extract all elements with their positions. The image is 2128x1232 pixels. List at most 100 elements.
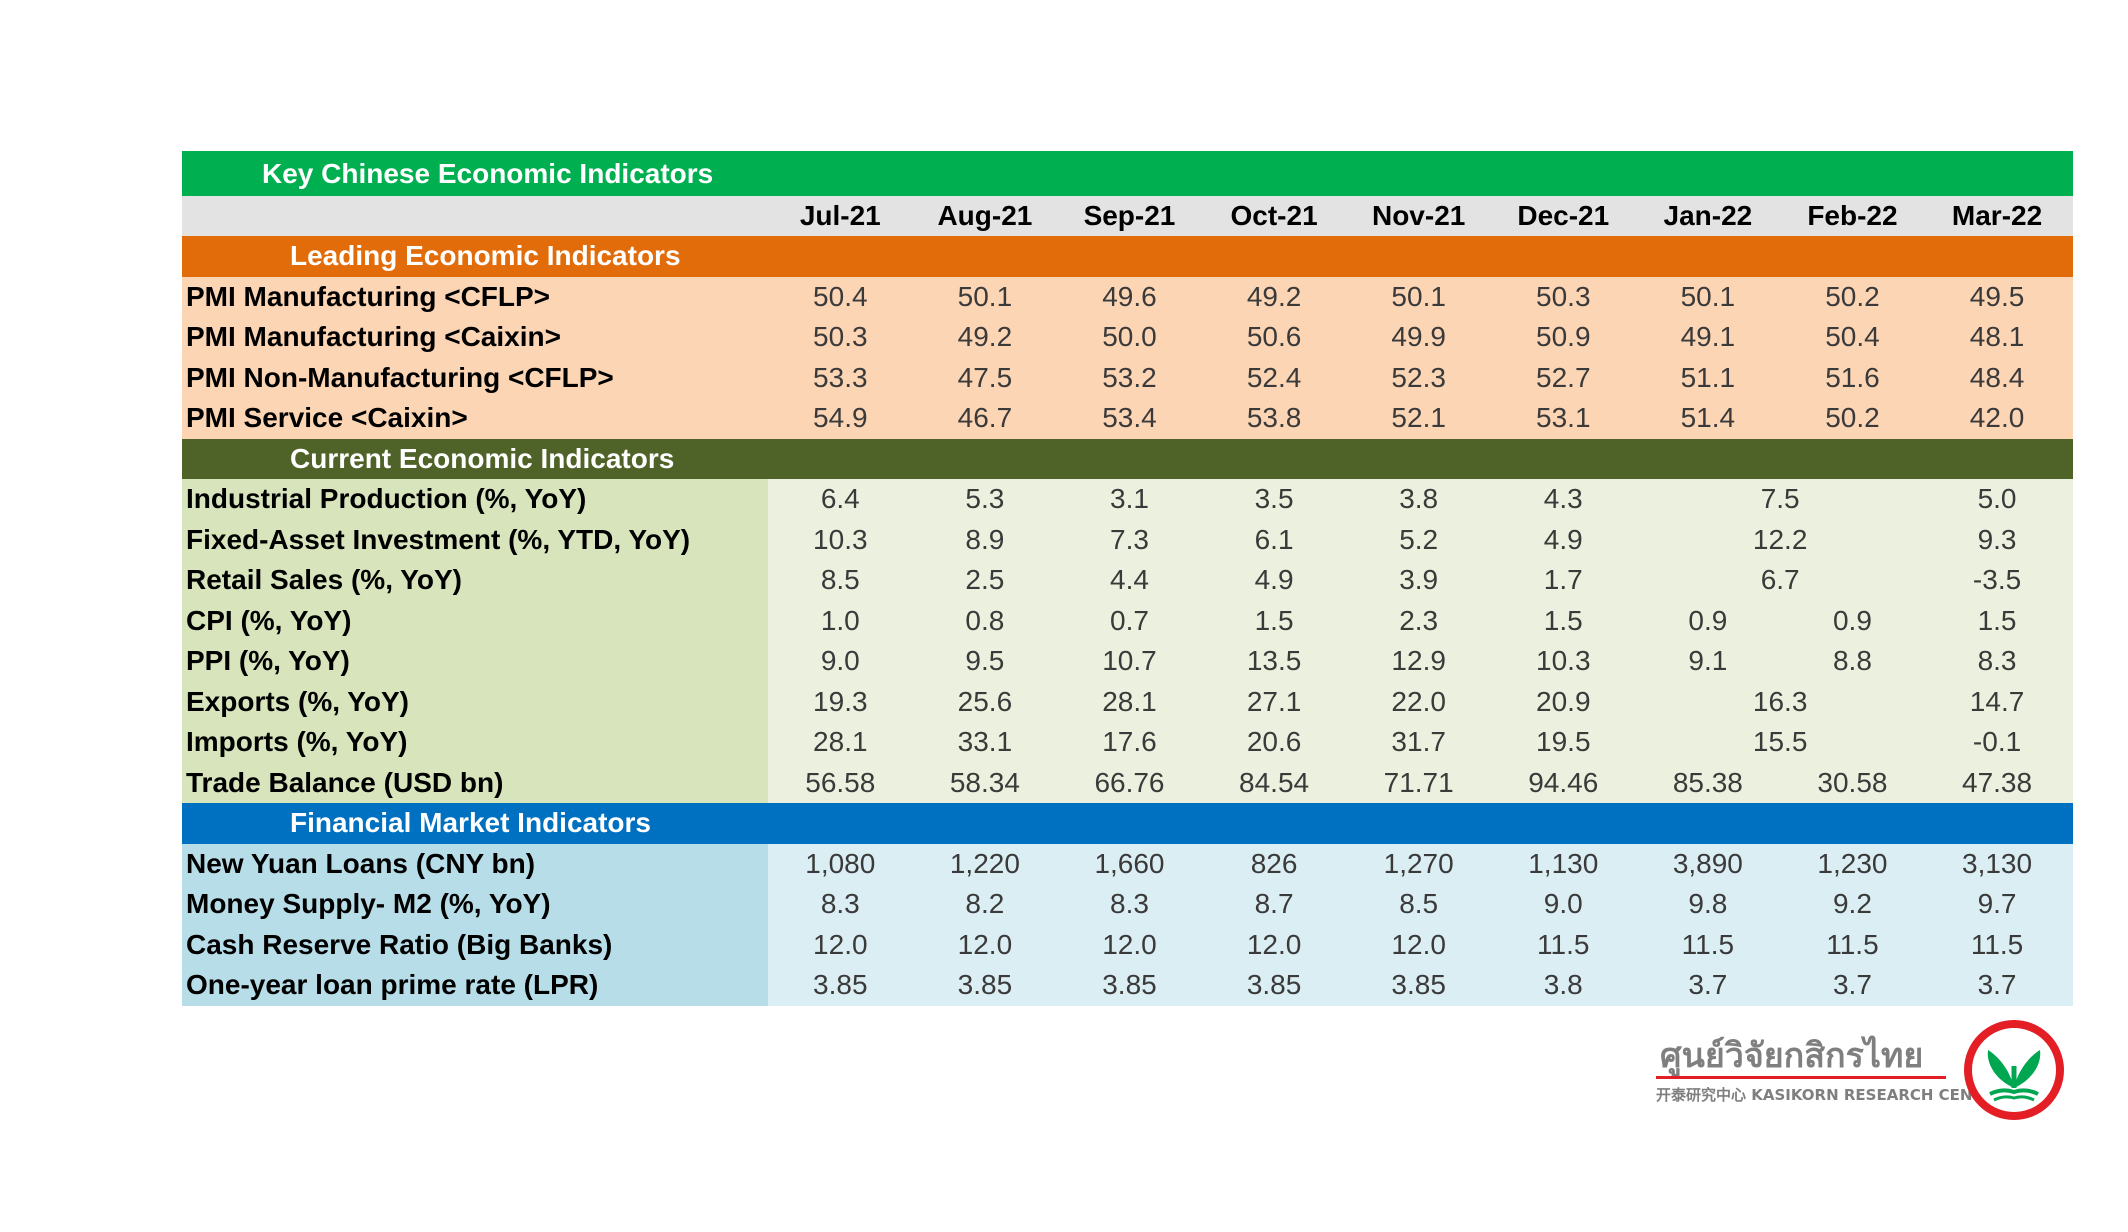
section-title: Financial Market Indicators bbox=[290, 807, 651, 839]
merged-cell: 7.5 bbox=[1760, 483, 1800, 515]
table-cell: 3.7 bbox=[1977, 969, 2017, 1001]
table-cell: 17.6 bbox=[1102, 726, 1157, 758]
table-cell: 9.0 bbox=[1543, 888, 1583, 920]
table-cell: 52.3 bbox=[1391, 361, 1446, 393]
table-row: Money Supply- M2 (%, YoY) 8.3 8.2 8.3 8.… bbox=[182, 884, 2073, 925]
table-cell: 1.5 bbox=[1543, 604, 1583, 636]
table-cell: 49.6 bbox=[1102, 280, 1157, 312]
table-cell: 46.7 bbox=[957, 402, 1013, 434]
month-header: Feb-22 bbox=[1807, 200, 1898, 231]
table-cell: 3.85 bbox=[1391, 969, 1446, 1001]
table-cell: 11.5 bbox=[1970, 928, 2024, 960]
table-cell: 50.3 bbox=[813, 321, 868, 353]
table-row: New Yuan Loans (CNY bn) 1,080 1,220 1,66… bbox=[182, 843, 2073, 884]
table-cell: 3.8 bbox=[1399, 483, 1439, 515]
table-cell: 1,660 bbox=[1094, 847, 1165, 879]
row-label: Industrial Production (%, YoY) bbox=[182, 479, 768, 520]
row-label: Fixed-Asset Investment (%, YTD, YoY) bbox=[182, 519, 768, 560]
table-row: Imports (%, YoY) 28.1 33.1 17.6 20.6 31.… bbox=[182, 722, 2073, 763]
table-row: PMI Manufacturing <Caixin> 50.3 49.2 50.… bbox=[182, 317, 2073, 358]
table-cell: 50.6 bbox=[1246, 321, 1302, 353]
table-cell: 50.4 bbox=[813, 280, 868, 312]
table-cell: 50.1 bbox=[1391, 280, 1446, 312]
table-cell: 3.85 bbox=[1102, 969, 1157, 1001]
table-cell: 10.3 bbox=[1536, 645, 1591, 677]
table-cell: 9.1 bbox=[1688, 645, 1728, 677]
row-label: CPI (%, YoY) bbox=[182, 600, 768, 641]
table-cell: 3.8 bbox=[1543, 969, 1583, 1001]
table-cell: 9.7 bbox=[1977, 888, 2017, 920]
table-cell: 14.7 bbox=[1969, 685, 2025, 717]
table-cell: 9.5 bbox=[965, 645, 1005, 677]
table-cell: 50.1 bbox=[1680, 280, 1736, 312]
table-cell: 12.0 bbox=[813, 928, 868, 960]
section-header-current: Current Economic Indicators bbox=[182, 438, 2073, 479]
table-cell: 8.8 bbox=[1832, 645, 1872, 677]
table-cell: 51.1 bbox=[1680, 361, 1736, 393]
table-cell: -0.1 bbox=[1972, 726, 2022, 758]
logo-underline bbox=[1656, 1076, 1946, 1079]
table-cell: 50.3 bbox=[1536, 280, 1591, 312]
table-row: Retail Sales (%, YoY) 8.5 2.5 4.4 4.9 3.… bbox=[182, 560, 2073, 601]
table-cell: 50.4 bbox=[1825, 321, 1880, 353]
table-cell: 0.8 bbox=[965, 604, 1005, 636]
table-cell: 10.3 bbox=[813, 523, 868, 555]
merged-cell: 6.7 bbox=[1760, 564, 1800, 596]
row-label: Imports (%, YoY) bbox=[182, 722, 768, 763]
month-header: Dec-21 bbox=[1517, 200, 1610, 231]
table-cell: 22.0 bbox=[1391, 685, 1446, 717]
table-cell: 49.2 bbox=[957, 321, 1013, 353]
table-cell: 5.0 bbox=[1977, 483, 2017, 515]
table-cell: -3.5 bbox=[1972, 564, 2022, 596]
table-cell: 49.2 bbox=[1246, 280, 1302, 312]
table-cell: 25.6 bbox=[957, 685, 1013, 717]
indicator-table: Key Chinese Economic Indicators Jul-21 A… bbox=[182, 151, 2073, 1006]
table-cell: 8.5 bbox=[1399, 888, 1439, 920]
table-cell: 85.38 bbox=[1672, 766, 1743, 798]
table-cell: 1.7 bbox=[1543, 564, 1583, 596]
table-cell: 50.2 bbox=[1825, 402, 1880, 434]
table-cell: 53.1 bbox=[1536, 402, 1591, 434]
table-cell: 8.7 bbox=[1254, 888, 1294, 920]
row-label: Cash Reserve Ratio (Big Banks) bbox=[182, 924, 768, 965]
merged-cell: 15.5 bbox=[1752, 726, 1808, 758]
table-row: Fixed-Asset Investment (%, YTD, YoY) 10.… bbox=[182, 519, 2073, 560]
table-cell: 5.2 bbox=[1399, 523, 1439, 555]
table-cell: 9.0 bbox=[820, 645, 860, 677]
table-cell: 1,080 bbox=[805, 847, 876, 879]
table-cell: 20.6 bbox=[1246, 726, 1302, 758]
table-row: Industrial Production (%, YoY) 6.4 5.3 3… bbox=[182, 479, 2073, 520]
section-header-financial: Financial Market Indicators bbox=[182, 803, 2073, 844]
table-cell: 3.7 bbox=[1832, 969, 1872, 1001]
merged-cell: 16.3 bbox=[1752, 685, 1808, 717]
row-label: One-year loan prime rate (LPR) bbox=[182, 965, 768, 1006]
table-row: One-year loan prime rate (LPR) 3.85 3.85… bbox=[182, 965, 2073, 1006]
table-cell: 28.1 bbox=[1102, 685, 1157, 717]
table-cell: 8.3 bbox=[1110, 888, 1149, 920]
table-cell: 8.3 bbox=[1977, 645, 2017, 677]
table-cell: 3,130 bbox=[1962, 847, 2033, 879]
table-cell: 33.1 bbox=[957, 726, 1013, 758]
table-cell: 2.3 bbox=[1399, 604, 1439, 636]
row-label: Exports (%, YoY) bbox=[182, 681, 768, 722]
table-cell: 50.2 bbox=[1825, 280, 1880, 312]
table-cell: 52.4 bbox=[1246, 361, 1302, 393]
month-header: Aug-21 bbox=[937, 200, 1033, 231]
table-cell: 50.1 bbox=[957, 280, 1013, 312]
table-cell: 54.9 bbox=[813, 402, 868, 434]
kasikorn-research-logo: ศูนย์วิจัยกสิกรไทย 开泰研究中心 KASIKORN RESEA… bbox=[1640, 1010, 2070, 1130]
table-cell: 49.9 bbox=[1391, 321, 1446, 353]
table-cell: 48.4 bbox=[1969, 361, 2025, 393]
table-cell: 12.9 bbox=[1391, 645, 1446, 677]
month-header: Sep-21 bbox=[1083, 200, 1176, 231]
table-cell: 52.1 bbox=[1391, 402, 1446, 434]
table-cell: 4.9 bbox=[1254, 564, 1294, 596]
table-cell: 3.85 bbox=[957, 969, 1013, 1001]
table-cell: 1.5 bbox=[1254, 604, 1294, 636]
table-cell: 2.5 bbox=[965, 564, 1005, 596]
table-row: PMI Non-Manufacturing <CFLP> 53.3 47.5 5… bbox=[182, 357, 2073, 398]
table-cell: 6.1 bbox=[1254, 523, 1294, 555]
table-row: PMI Manufacturing <CFLP> 50.4 50.1 49.6 … bbox=[182, 276, 2073, 317]
section-title: Current Economic Indicators bbox=[290, 442, 675, 474]
table-cell: 47.5 bbox=[957, 361, 1013, 393]
